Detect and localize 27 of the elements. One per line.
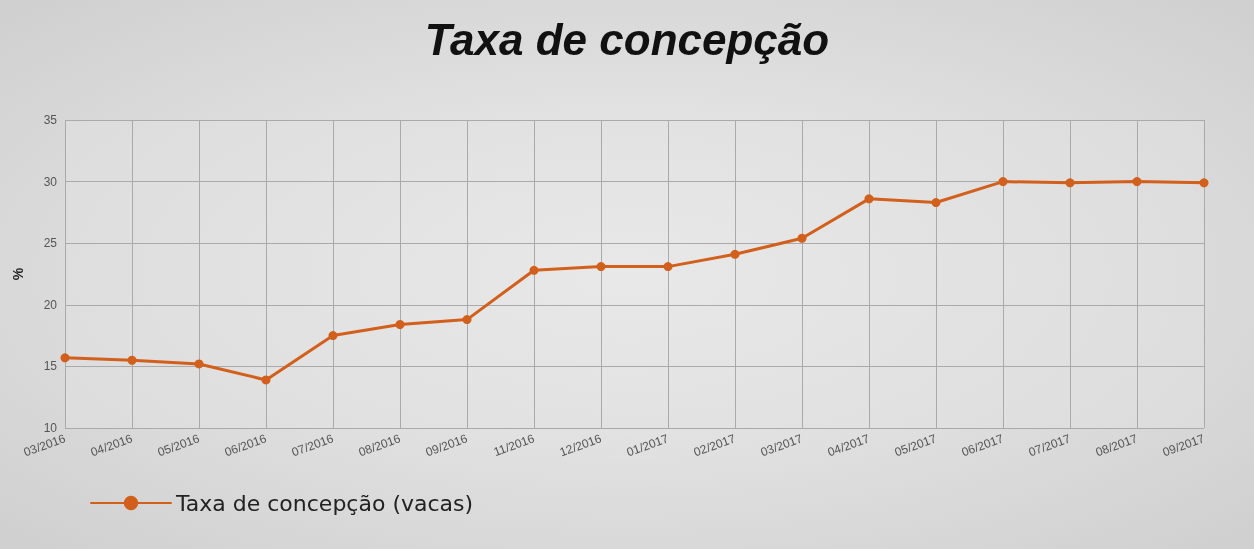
y-tick-label: 25 (43, 236, 58, 251)
point (864, 194, 874, 204)
point (328, 331, 338, 341)
point (931, 198, 941, 208)
point (998, 177, 1008, 187)
y-tick-label: 30 (43, 174, 58, 189)
point (127, 355, 137, 365)
y-tick-label: 20 (43, 297, 58, 312)
point (194, 359, 204, 369)
chart-title: Taxa de concepção (424, 14, 830, 64)
point (1199, 178, 1209, 188)
point (730, 249, 740, 259)
y-tick-label: 35 (43, 113, 58, 127)
point (395, 320, 405, 330)
point (1065, 178, 1075, 188)
y-tick-label: 10 (43, 421, 58, 435)
legend-label: Taxa de concepção (vacas) (175, 490, 474, 516)
point (797, 233, 807, 243)
point (1132, 177, 1142, 187)
point (663, 262, 673, 272)
y-axis-title: % (10, 267, 26, 281)
point (596, 262, 606, 272)
point (60, 353, 70, 363)
point (462, 315, 472, 325)
point (529, 265, 539, 275)
point (261, 375, 271, 385)
y-tick-label: 15 (43, 359, 58, 374)
